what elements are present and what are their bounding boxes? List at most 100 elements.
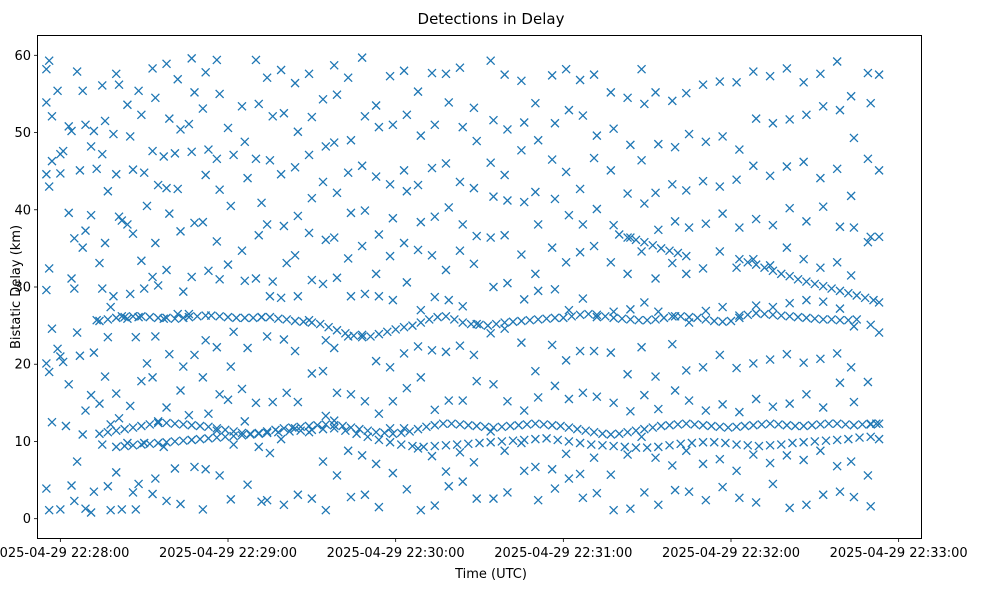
data-point	[639, 424, 649, 434]
data-point	[371, 172, 381, 182]
y-tick-label: 60	[14, 49, 31, 64]
data-point	[203, 409, 213, 419]
data-point	[407, 321, 417, 331]
data-point	[480, 422, 490, 432]
data-point	[343, 253, 353, 263]
data-point	[578, 388, 588, 398]
data-point	[743, 257, 753, 267]
data-point	[698, 420, 708, 430]
data-point	[866, 98, 876, 108]
data-point	[108, 291, 118, 301]
data-point	[659, 313, 669, 323]
y-axis-label: Bistatic Delay (km)	[9, 225, 24, 349]
data-point	[413, 424, 423, 434]
data-point	[254, 99, 264, 109]
data-point	[441, 265, 451, 275]
data-point	[413, 180, 423, 190]
data-point	[785, 503, 795, 513]
data-point	[212, 55, 222, 65]
data-point	[486, 233, 496, 243]
data-point	[815, 420, 825, 429]
data-point	[41, 285, 51, 295]
data-point	[427, 163, 437, 173]
data-point	[89, 487, 99, 497]
data-point	[374, 329, 384, 339]
data-point	[293, 397, 303, 407]
data-point	[505, 421, 515, 431]
data-point	[89, 126, 99, 136]
data-point	[170, 464, 180, 473]
data-point	[586, 440, 596, 450]
data-point	[455, 447, 465, 457]
data-point	[530, 269, 540, 279]
data-point	[125, 401, 135, 411]
data-point	[475, 320, 484, 330]
data-point	[558, 313, 568, 323]
data-point	[609, 398, 619, 408]
data-point	[318, 366, 328, 376]
data-point	[103, 481, 113, 491]
data-point	[606, 470, 616, 480]
data-point	[455, 341, 465, 351]
data-point	[489, 379, 498, 389]
plot-points	[41, 53, 884, 517]
data-point	[402, 186, 412, 196]
data-point	[687, 438, 697, 448]
y-tick-label: 40	[14, 203, 31, 218]
data-point	[625, 406, 635, 416]
data-point	[122, 100, 132, 110]
data-point	[734, 313, 744, 323]
data-point	[866, 501, 876, 511]
data-point	[653, 404, 663, 414]
data-point	[257, 497, 267, 507]
data-point	[609, 441, 619, 451]
data-point	[223, 260, 233, 270]
data-point	[162, 265, 171, 275]
data-point	[307, 494, 317, 504]
data-point	[176, 124, 185, 134]
x-axis-ticks: 2025-04-29 22:28:00 2025-04-29 22:29:00 20…	[0, 538, 968, 561]
data-point	[170, 314, 180, 324]
data-point	[388, 396, 398, 406]
data-point	[413, 443, 423, 453]
data-point	[296, 426, 306, 436]
data-point	[874, 328, 884, 338]
data-point	[416, 318, 426, 327]
data-point	[318, 424, 328, 434]
data-point	[276, 434, 286, 444]
data-point	[799, 358, 809, 368]
data-point	[78, 86, 88, 96]
data-point	[782, 450, 792, 460]
data-point	[134, 86, 144, 96]
data-point	[533, 219, 543, 229]
data-point	[97, 284, 107, 294]
data-point	[329, 138, 339, 148]
data-point	[178, 436, 188, 446]
data-point	[500, 446, 510, 456]
data-point	[502, 487, 512, 497]
data-point	[718, 317, 728, 327]
data-point	[843, 315, 853, 325]
data-point	[516, 316, 526, 326]
data-point	[606, 257, 616, 267]
data-point	[178, 420, 188, 429]
data-point	[589, 70, 599, 80]
data-point	[413, 87, 423, 97]
data-point	[220, 425, 230, 435]
data-point	[290, 316, 300, 326]
data-point	[382, 327, 392, 337]
data-point	[282, 388, 292, 398]
data-point	[631, 235, 641, 245]
data-point	[734, 407, 744, 417]
data-point	[268, 111, 278, 121]
data-point	[150, 474, 160, 483]
data-point	[514, 420, 524, 430]
data-point	[262, 426, 272, 436]
data-point	[349, 331, 359, 341]
data-point	[547, 243, 557, 253]
data-point	[519, 406, 529, 416]
data-point	[765, 260, 775, 270]
data-point	[734, 254, 744, 264]
data-point	[41, 169, 51, 179]
